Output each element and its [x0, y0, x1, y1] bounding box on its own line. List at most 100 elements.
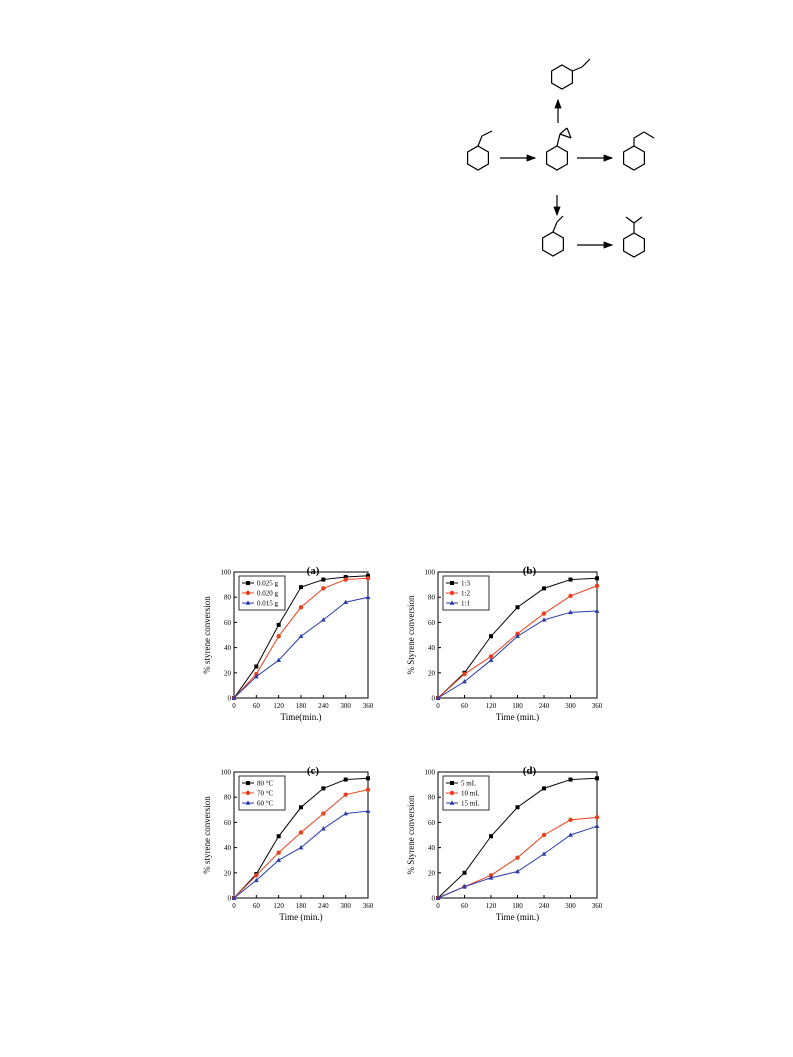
legend-label: 0.025 g: [257, 580, 279, 588]
data-point: [541, 832, 547, 838]
x-tick-label: 300: [340, 702, 351, 710]
x-tick-label: 60: [461, 702, 469, 710]
x-tick-label: 360: [592, 702, 603, 710]
data-point: [462, 884, 467, 889]
y-tick-label: 100: [425, 769, 436, 777]
y-tick-label: 40: [224, 644, 232, 652]
x-tick-label: 360: [363, 902, 374, 910]
data-point: [320, 617, 326, 622]
data-point: [321, 786, 326, 791]
x-tick-label: 60: [461, 902, 469, 910]
series-line: [437, 825, 598, 899]
data-point: [298, 830, 304, 835]
x-tick-label: 240: [318, 902, 329, 910]
y-tick-label: 40: [224, 844, 232, 852]
legend-marker: [449, 800, 455, 805]
data-point: [343, 810, 349, 816]
styrene-oxide-structure: [546, 127, 572, 171]
data-point: [595, 776, 599, 781]
series-line: [233, 596, 369, 699]
panel-label: (c): [307, 765, 320, 777]
x-tick-label: 240: [539, 902, 550, 910]
data-point: [231, 695, 237, 700]
data-point: [541, 617, 547, 622]
data-point: [568, 593, 573, 599]
x-tick-label: 240: [539, 702, 550, 710]
legend-label: 1:3: [461, 580, 470, 588]
data-point: [594, 815, 600, 820]
data-point: [298, 845, 304, 850]
x-tick-label: 300: [340, 902, 351, 910]
x-tick-label: 240: [318, 702, 329, 710]
y-tick-label: 100: [221, 769, 232, 777]
legend-marker: [246, 581, 250, 585]
bottom-right-structure: [623, 216, 645, 258]
data-point: [541, 851, 547, 856]
series-line: [233, 810, 369, 899]
x-axis-label: Time (min.): [496, 912, 539, 922]
y-axis-label: % styrene conversion: [202, 796, 212, 874]
data-point: [542, 786, 546, 791]
y-axis-label: % styrene conversion: [202, 596, 212, 674]
x-tick-label: 120: [486, 902, 497, 910]
data-point: [365, 594, 371, 599]
legend-label: 0.020 g: [257, 590, 279, 598]
data-point: [366, 776, 370, 781]
data-point: [321, 577, 326, 582]
data-point: [515, 855, 520, 860]
data-point: [365, 808, 371, 813]
data-point: [231, 895, 237, 900]
x-tick-label: 180: [296, 702, 307, 710]
data-point: [343, 792, 348, 797]
legend-marker: [449, 590, 455, 596]
y-tick-label: 40: [428, 844, 436, 852]
y-tick-label: 20: [428, 669, 436, 677]
data-point: [594, 608, 600, 613]
x-tick-label: 120: [273, 902, 284, 910]
legend-label: 5 mL: [461, 780, 476, 788]
data-point: [343, 777, 348, 782]
legend-label: 1:1: [461, 600, 470, 608]
data-point: [321, 811, 326, 816]
x-tick-label: 360: [363, 702, 374, 710]
legend-marker: [450, 581, 454, 585]
y-tick-label: 80: [224, 594, 232, 602]
x-tick-label: 60: [253, 702, 261, 710]
x-tick-label: 0: [232, 902, 236, 910]
data-point: [343, 575, 348, 580]
data-point: [462, 671, 467, 677]
data-point: [568, 832, 573, 837]
y-tick-label: 60: [428, 619, 436, 627]
data-point: [299, 585, 303, 590]
data-point: [435, 695, 441, 700]
legend-marker: [245, 800, 251, 805]
data-point: [253, 877, 259, 883]
data-point: [568, 817, 573, 823]
x-axis-label: Time (min.): [279, 912, 322, 922]
data-point: [365, 787, 371, 792]
x-tick-label: 180: [512, 702, 523, 710]
x-tick-label: 360: [592, 902, 603, 910]
y-tick-label: 100: [221, 569, 232, 577]
y-tick-label: 60: [428, 819, 436, 827]
x-tick-label: 120: [486, 702, 497, 710]
data-point: [276, 634, 281, 639]
x-tick-label: 180: [296, 902, 307, 910]
legend-label: 60 °C: [257, 800, 274, 808]
legend-marker: [450, 781, 454, 785]
top-product-structure: [551, 58, 591, 90]
y-tick-label: 60: [224, 619, 232, 627]
y-tick-label: 20: [224, 669, 232, 677]
y-tick-label: 80: [224, 794, 232, 802]
x-tick-label: 0: [436, 702, 440, 710]
data-point: [298, 633, 304, 639]
data-point: [320, 826, 326, 831]
data-point: [568, 609, 573, 615]
data-point: [366, 573, 370, 578]
data-point: [568, 777, 573, 782]
legend-marker: [245, 600, 251, 605]
data-point: [515, 633, 520, 639]
data-point: [462, 679, 467, 684]
y-tick-label: 0: [432, 695, 436, 703]
y-tick-label: 80: [428, 794, 436, 802]
